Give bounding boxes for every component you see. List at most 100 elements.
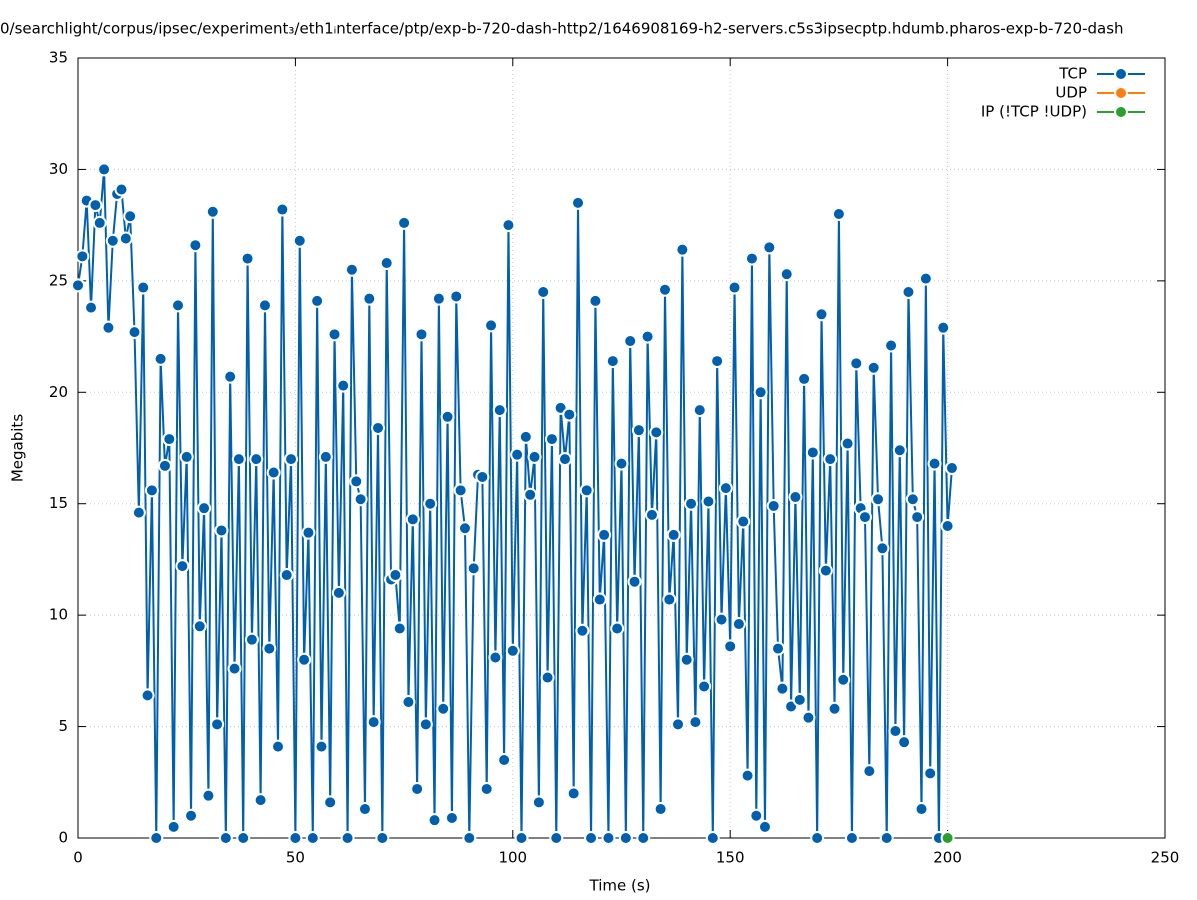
point (340, 831, 355, 845)
point (627, 574, 642, 589)
point (210, 717, 225, 732)
legend-marker (1114, 86, 1128, 100)
point (527, 449, 542, 464)
point (301, 525, 316, 540)
point (844, 831, 859, 845)
point (618, 831, 633, 845)
point (788, 490, 803, 505)
point (923, 766, 938, 781)
point (849, 356, 864, 371)
point (175, 559, 190, 574)
point (523, 487, 538, 502)
y-tick-label: 5 (58, 717, 68, 735)
point (214, 523, 229, 538)
point (579, 483, 594, 498)
point (501, 218, 516, 233)
point (549, 831, 564, 845)
point (414, 327, 429, 342)
point (357, 802, 372, 817)
point (631, 423, 646, 438)
point (705, 831, 720, 845)
point (944, 461, 959, 476)
point (349, 474, 364, 489)
point (231, 452, 246, 467)
point (444, 810, 459, 825)
point (492, 403, 507, 418)
point (701, 494, 716, 509)
legend-marker (1114, 105, 1128, 119)
x-tick-label: 150 (716, 849, 745, 867)
point (257, 298, 272, 313)
point (666, 527, 681, 542)
point (453, 483, 468, 498)
point (557, 452, 572, 467)
point (249, 452, 264, 467)
series-line (77, 169, 953, 839)
point (684, 496, 699, 511)
point (288, 831, 303, 845)
point (388, 568, 403, 583)
point (875, 541, 890, 556)
point (449, 289, 464, 304)
point (914, 802, 929, 817)
point (514, 831, 529, 845)
legend-label: TCP (1058, 65, 1087, 83)
point (331, 585, 346, 600)
point (762, 240, 777, 255)
point (314, 739, 329, 754)
point (818, 563, 833, 578)
point (540, 670, 555, 685)
point (266, 465, 281, 480)
point (497, 753, 512, 767)
point (723, 639, 738, 654)
point (610, 621, 625, 636)
legend-label: UDP (1055, 84, 1087, 102)
point (614, 456, 629, 471)
point (227, 661, 242, 676)
point (592, 592, 607, 607)
point (679, 652, 694, 667)
point (918, 271, 933, 286)
x-tick-label: 250 (1151, 849, 1180, 867)
point (814, 307, 829, 322)
y-tick-label: 15 (49, 494, 68, 512)
point (379, 256, 394, 271)
point (510, 447, 525, 462)
point (653, 802, 668, 817)
point (662, 592, 677, 607)
point (127, 325, 142, 340)
point (775, 681, 790, 696)
point (697, 679, 712, 694)
point (136, 280, 151, 295)
point (392, 621, 407, 636)
point (84, 300, 99, 315)
point (649, 425, 664, 440)
point (605, 354, 620, 369)
point (275, 202, 290, 217)
point (940, 831, 955, 845)
point (927, 456, 942, 471)
point (644, 507, 659, 522)
point (740, 768, 755, 783)
point (140, 688, 155, 703)
point (436, 701, 451, 716)
point (184, 808, 199, 823)
point (101, 320, 116, 335)
point (410, 781, 425, 796)
point (105, 233, 120, 248)
point (544, 432, 559, 447)
point (253, 793, 268, 808)
point (636, 831, 651, 845)
x-tick-label: 100 (498, 849, 527, 867)
point (884, 338, 899, 353)
point (310, 293, 325, 308)
point (571, 195, 586, 210)
y-tick-label: 25 (49, 271, 68, 289)
point (279, 568, 294, 583)
point (892, 443, 907, 458)
point (901, 285, 916, 299)
point (157, 458, 172, 473)
point (757, 819, 772, 834)
point (749, 808, 764, 823)
point (753, 385, 768, 400)
